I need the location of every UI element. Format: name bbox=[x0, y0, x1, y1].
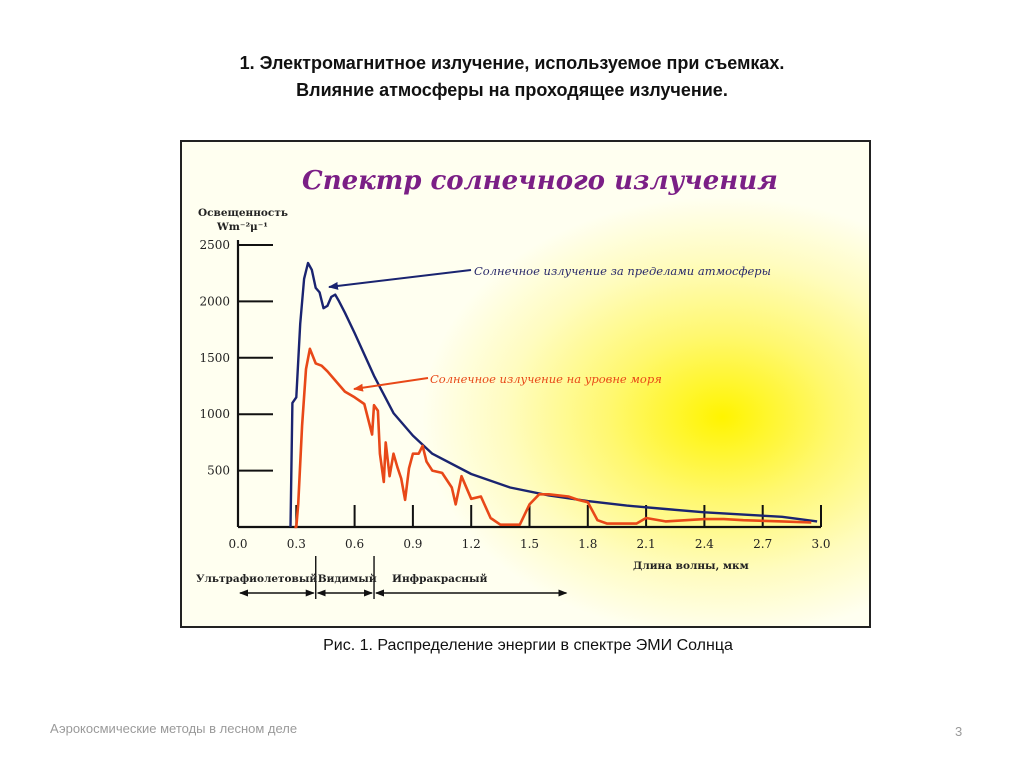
x-tick-label: 1.2 bbox=[462, 537, 481, 551]
y-tick-label: 500 bbox=[207, 464, 230, 478]
band-label: Ультрафиолетовый bbox=[196, 573, 317, 585]
y-axis-label-line-1: Освещенность bbox=[198, 207, 288, 219]
y-axis-label-line-2: Wm⁻²μ⁻¹ bbox=[216, 221, 268, 233]
x-tick-label: 0.0 bbox=[228, 537, 247, 551]
series-sea-level bbox=[294, 347, 812, 529]
x-tick-label: 0.9 bbox=[403, 537, 422, 551]
solar-spectrum-chart: Спектр солнечного излучения Освещенность… bbox=[196, 166, 831, 599]
x-tick-label: 2.7 bbox=[753, 537, 772, 551]
x-tick-label: 1.5 bbox=[520, 537, 539, 551]
chart-title: Спектр солнечного излучения bbox=[302, 166, 778, 196]
band-label: Инфракрасный bbox=[392, 573, 488, 585]
annotation-outside-atmosphere: Солнечное излучение за пределами атмосфе… bbox=[474, 264, 771, 278]
annotation-sea-level: Солнечное излучение на уровне моря bbox=[430, 372, 662, 386]
y-tick-label: 1000 bbox=[199, 407, 230, 421]
chart-series bbox=[289, 261, 818, 529]
series-outside-atmosphere bbox=[289, 261, 818, 528]
slide-title-line-2: Влияние атмосферы на проходящее излучени… bbox=[296, 80, 728, 100]
x-tick-label: 3.0 bbox=[811, 537, 830, 551]
y-tick-label: 2000 bbox=[199, 294, 230, 308]
y-tick-label: 2500 bbox=[199, 238, 230, 252]
annotation-outside-atmosphere-arrow bbox=[328, 269, 472, 290]
spectral-bands: Ультрафиолетовый Видимый Инфракрасный bbox=[196, 556, 568, 599]
x-tick-label: 2.1 bbox=[637, 537, 656, 551]
band-label: Видимый bbox=[318, 573, 377, 585]
slide-title-line-1: 1. Электромагнитное излучение, используе… bbox=[239, 53, 785, 73]
chart-axes: 2500 2000 1500 1000 500 0.0 0.3 0.6 0.9 1.2 1.5 1.8… bbox=[199, 238, 830, 551]
slide-title: 1. Электромагнитное излучение, используе… bbox=[0, 50, 1024, 104]
x-tick-label: 0.6 bbox=[345, 537, 364, 551]
page-number: 3 bbox=[955, 724, 963, 739]
y-tick-label: 1500 bbox=[199, 351, 230, 365]
x-tick-label: 2.4 bbox=[695, 537, 714, 551]
solar-spectrum-figure: Спектр солнечного излучения Освещенность… bbox=[180, 140, 871, 628]
x-tick-label: 1.8 bbox=[578, 537, 597, 551]
footer-text: Аэрокосмические методы в лесном деле bbox=[50, 721, 298, 736]
x-axis-label: Длина волны, мкм bbox=[633, 560, 749, 572]
figure-caption: Рис. 1. Распределение энергии в спектре … bbox=[323, 637, 733, 654]
x-tick-label: 0.3 bbox=[287, 537, 306, 551]
annotation-sea-level-arrow bbox=[353, 377, 429, 392]
